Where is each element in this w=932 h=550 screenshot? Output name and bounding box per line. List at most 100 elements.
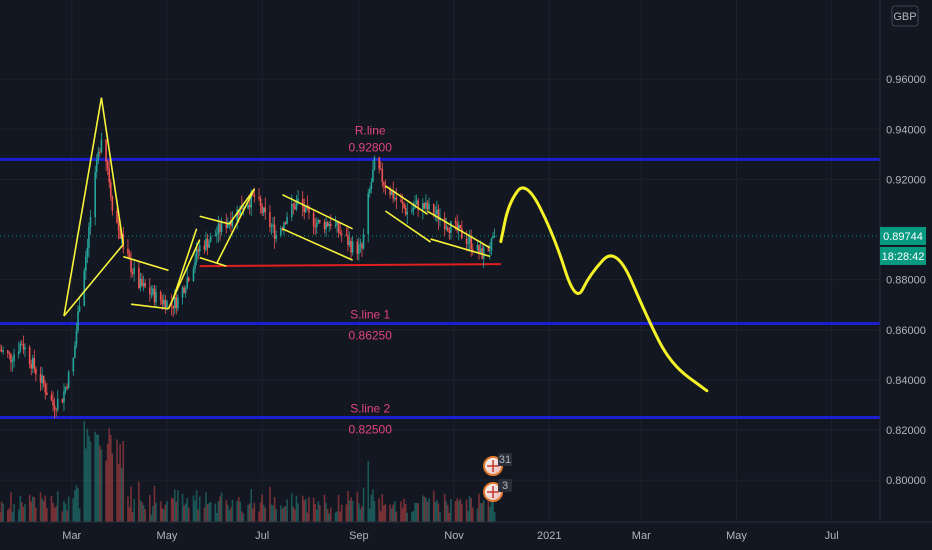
candle [471,243,474,256]
event-flag-0[interactable]: 31 [483,453,513,476]
candle [153,284,156,306]
volume-bar [436,499,438,522]
volume-bar [403,498,405,522]
volume-bar [206,504,209,522]
candle [8,351,11,360]
candle [88,222,90,258]
drawings [63,97,709,393]
candle [203,240,206,254]
candle [306,195,309,211]
volume-bar [155,502,157,522]
volume-bar [290,493,293,522]
candle [329,214,332,230]
volume-bar [88,435,90,522]
candle [345,227,348,237]
volume-bar [144,508,146,522]
volume-bar [17,509,20,522]
volume-bar [467,510,469,522]
volume-bar [205,492,207,522]
candle [468,229,471,252]
pattern-line[interactable] [384,210,432,243]
candle [362,228,365,250]
candlesticks [0,132,496,419]
volume-bar [283,506,285,522]
pattern-line[interactable] [228,188,255,225]
price-axis[interactable]: 0.96000 0.94000 0.92000 0.88000 0.86000 0.840… [886,74,926,487]
annotation-value[interactable]: 0.92800 [349,140,393,154]
candle [53,397,56,419]
volume-bar [445,501,448,522]
candle [467,233,469,252]
volume-bar [319,504,321,522]
pattern-line[interactable] [384,185,428,215]
volume-bar [67,496,70,522]
volume-bar [148,495,151,522]
time-tick-label: Jul [825,530,839,542]
pattern-line[interactable] [63,243,124,317]
candle [163,293,165,310]
event-flag-1[interactable]: 3 [483,479,513,502]
pattern-line[interactable] [130,303,169,310]
pattern-line[interactable] [172,228,198,299]
price-tick-label: 0.84000 [886,375,926,387]
pattern-line[interactable] [282,228,353,261]
candle [411,204,413,215]
candle [269,205,271,233]
candle [383,181,385,193]
annotation-label[interactable]: S.line 1 [350,308,390,322]
candle [425,194,427,213]
candle [262,207,265,217]
pattern-line[interactable] [430,238,491,258]
candle [443,211,446,237]
annotation-value[interactable]: 0.82500 [349,422,393,436]
pattern-line[interactable] [282,193,353,230]
annotation-value[interactable]: 0.86250 [349,329,393,343]
candle [312,210,315,235]
volume-bar [345,504,348,522]
annotation-label[interactable]: R.line [355,123,386,137]
pattern-line[interactable] [427,210,491,249]
candle [258,187,260,201]
pattern-line[interactable] [100,97,125,245]
volume-bar [305,499,307,522]
volume-bar [295,495,298,522]
volume-bar [390,508,393,522]
forecast-path[interactable] [499,186,709,393]
volume-bar [301,495,304,522]
annotation-label[interactable]: S.line 2 [350,401,390,415]
volume-bar [490,489,493,522]
candle [368,186,371,198]
pattern-line[interactable] [199,215,230,225]
volume-bar [470,498,473,522]
candle [476,240,479,254]
volume-bar [348,500,351,522]
pattern-line[interactable] [123,255,169,272]
volume-bar [186,498,189,522]
pattern-line[interactable] [216,188,256,264]
volume-bar [106,443,109,522]
pattern-line[interactable] [63,97,103,317]
volume-bar [337,494,340,522]
candle [350,237,352,259]
pattern-line[interactable] [199,256,227,267]
volume-bar [447,505,449,522]
event-flags[interactable]: 31 3 [483,453,513,502]
volume-bar [317,501,320,522]
price-tick-label: 0.82000 [886,425,926,437]
support-line[interactable] [199,263,501,268]
currency-button[interactable]: GBP [891,5,919,27]
candle [392,181,394,204]
time-axis[interactable]: Mar May Jul Sep Nov 2021 Mar May Jul [62,530,838,542]
volume-bar [170,497,173,522]
candle [314,217,316,236]
candle [236,205,238,230]
candle [30,359,33,376]
candle [116,207,118,224]
volume-bar [214,503,217,522]
volume-bar [292,506,295,522]
candle [197,246,199,260]
candle [209,232,212,243]
candle [284,221,287,225]
candle [280,225,282,238]
